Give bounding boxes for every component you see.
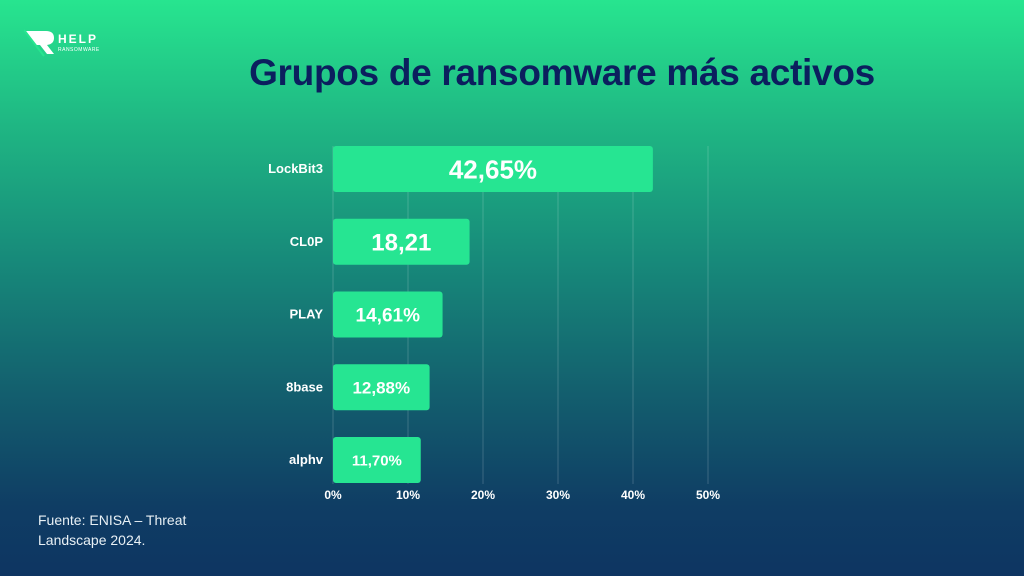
chart-title: Grupos de ransomware más activos [249, 52, 875, 93]
bar [333, 218, 470, 265]
data-label: 14,61% [356, 305, 421, 326]
x-tick-label: 10% [396, 488, 420, 502]
svg-text:HELP: HELP [58, 32, 98, 46]
source-note: Fuente: ENISA – Threat Landscape 2024. [38, 512, 187, 548]
x-tick-label: 20% [471, 488, 495, 502]
category-label: PLAY [290, 307, 324, 322]
x-tick-label: 0% [324, 488, 342, 502]
x-tick-label: 50% [696, 488, 720, 502]
category-label: LockBit3 [268, 161, 323, 176]
data-label: 42,65% [449, 154, 537, 184]
bar [333, 364, 430, 411]
help-ransomware-logo: HELP RANSOMWARE [24, 29, 100, 57]
data-label: 11,70% [352, 452, 402, 469]
bar [333, 146, 653, 192]
category-label: 8base [286, 379, 323, 394]
data-label: 12,88% [352, 378, 410, 397]
svg-text:RANSOMWARE: RANSOMWARE [58, 47, 100, 53]
category-label: alphv [289, 452, 324, 467]
bar [333, 291, 443, 338]
category-label: CL0P [290, 234, 324, 249]
x-tick-label: 40% [621, 488, 645, 502]
data-label: 18,21 [371, 229, 431, 256]
bar [333, 437, 421, 483]
x-tick-label: 30% [546, 488, 570, 502]
